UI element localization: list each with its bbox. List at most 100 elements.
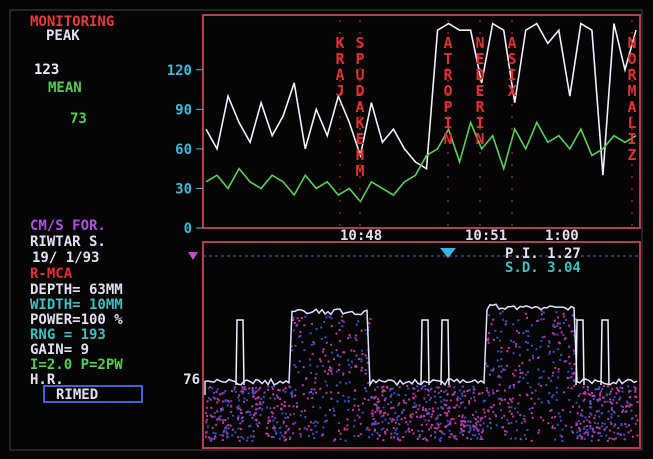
spectrum-dot	[371, 396, 374, 399]
spectrum-dot	[434, 418, 437, 421]
spectrum-dot	[557, 368, 560, 371]
spectrum-dot	[589, 393, 592, 396]
spectrum-dot	[623, 433, 626, 436]
spectrum-dot	[252, 392, 255, 395]
spectrum-dot	[601, 422, 604, 425]
spectrum-dot	[400, 418, 403, 421]
spectrum-dot	[410, 416, 413, 419]
spectrum-dot	[396, 418, 399, 421]
spectrum-dot	[455, 438, 458, 441]
spectrum-dot	[574, 318, 577, 321]
spectrum-dot	[270, 435, 273, 438]
time-label: 1:00	[545, 228, 579, 244]
spectrum-dot	[629, 403, 632, 406]
spectrum-dot	[349, 336, 352, 339]
spectrum-dot	[590, 413, 593, 416]
spectrum-dot	[367, 398, 370, 401]
spectrum-dot	[624, 410, 627, 413]
spectrum-dot	[308, 435, 311, 438]
spectrum-dot	[360, 369, 363, 372]
spectrum-dot	[453, 437, 456, 440]
spectrum-dot	[482, 400, 485, 403]
spectrum-dot	[238, 399, 241, 402]
spectrum-dot	[353, 404, 356, 407]
spectrum-dot	[436, 417, 439, 420]
spectrum-dot	[560, 331, 563, 334]
depth: DEPTH= 63MM	[30, 282, 123, 298]
spectrum-dot	[333, 439, 336, 442]
spectrum-dot	[360, 358, 363, 361]
spectrum-dot	[213, 437, 216, 440]
spectrum-dot	[320, 326, 323, 329]
spectrum-dot	[454, 435, 457, 438]
spectrum-dot	[553, 319, 556, 322]
spectrum-dot	[221, 407, 224, 410]
spectrum-dot	[491, 406, 494, 409]
spectrum-dot	[241, 416, 244, 419]
spectrum-dot	[340, 315, 343, 318]
spectrum-dot	[635, 414, 638, 417]
spectrum-dot	[548, 402, 551, 405]
spectrum-dot	[353, 425, 356, 428]
spectrum-dot	[495, 415, 498, 418]
spectrum-dot	[389, 389, 392, 392]
spectrum-dot	[315, 391, 318, 394]
spectrum-dot	[531, 407, 534, 410]
spectrum-dot	[565, 360, 568, 363]
spectrum-dot	[319, 387, 322, 390]
spectrum-dot	[415, 415, 418, 418]
spectrum-dot	[537, 356, 540, 359]
spectrum-dot	[404, 430, 407, 433]
spectrum-dot	[390, 432, 393, 435]
spectrum-dot	[627, 424, 630, 427]
spectrum-dot	[389, 395, 392, 398]
spectrum-dot	[479, 419, 482, 422]
spectrum-dot	[248, 425, 251, 428]
spectrum-dot	[530, 344, 533, 347]
spectrum-dot	[597, 388, 600, 391]
spectrum-dot	[238, 439, 241, 442]
spectrum-display	[204, 303, 639, 442]
spectrum-dot	[222, 430, 225, 433]
spectrum-dot	[552, 350, 555, 353]
spectrum-dot	[343, 400, 346, 403]
spectrum-dot	[383, 399, 386, 402]
spectrum-dot	[366, 361, 369, 364]
spectrum-dot	[255, 418, 258, 421]
spectrum-dot	[324, 380, 327, 383]
spectrum-dot	[296, 317, 299, 320]
spectrum-dot	[309, 421, 312, 424]
spectrum-dot	[288, 438, 291, 441]
spectrum-dot	[425, 438, 428, 441]
spectrum-dot	[251, 416, 254, 419]
spectrum-dot	[322, 426, 325, 429]
spectrum-dot	[352, 408, 355, 411]
spectrum-dot	[580, 435, 583, 438]
spectrum-dot	[503, 389, 506, 392]
spectrum-dot	[488, 417, 491, 420]
spectrum-dot	[603, 422, 606, 425]
spectrum-dot	[625, 425, 628, 428]
spectrum-dot	[564, 424, 567, 427]
spectrum-dot	[252, 414, 255, 417]
spectrum-dot	[514, 407, 517, 410]
spectrum-dot	[239, 422, 242, 425]
spectrum-dot	[338, 328, 341, 331]
spectrum-dot	[405, 402, 408, 405]
spectrum-dot	[611, 402, 614, 405]
spectrum-dot	[276, 405, 279, 408]
spectrum-dot	[296, 323, 299, 326]
spectrum-dot	[592, 394, 595, 397]
spectrum-dot	[449, 421, 452, 424]
spectrum-dot	[282, 389, 285, 392]
spectrum-dot	[538, 376, 541, 379]
spectrum-dot	[355, 354, 358, 357]
spectrum-dot	[439, 436, 442, 439]
spectrum-dot	[593, 431, 596, 434]
spectrum-dot	[448, 435, 451, 438]
spectrum-dot	[325, 316, 328, 319]
spectrum-dot	[293, 364, 296, 367]
spectrum-dot	[492, 392, 495, 395]
spectrum-dot	[445, 404, 448, 407]
